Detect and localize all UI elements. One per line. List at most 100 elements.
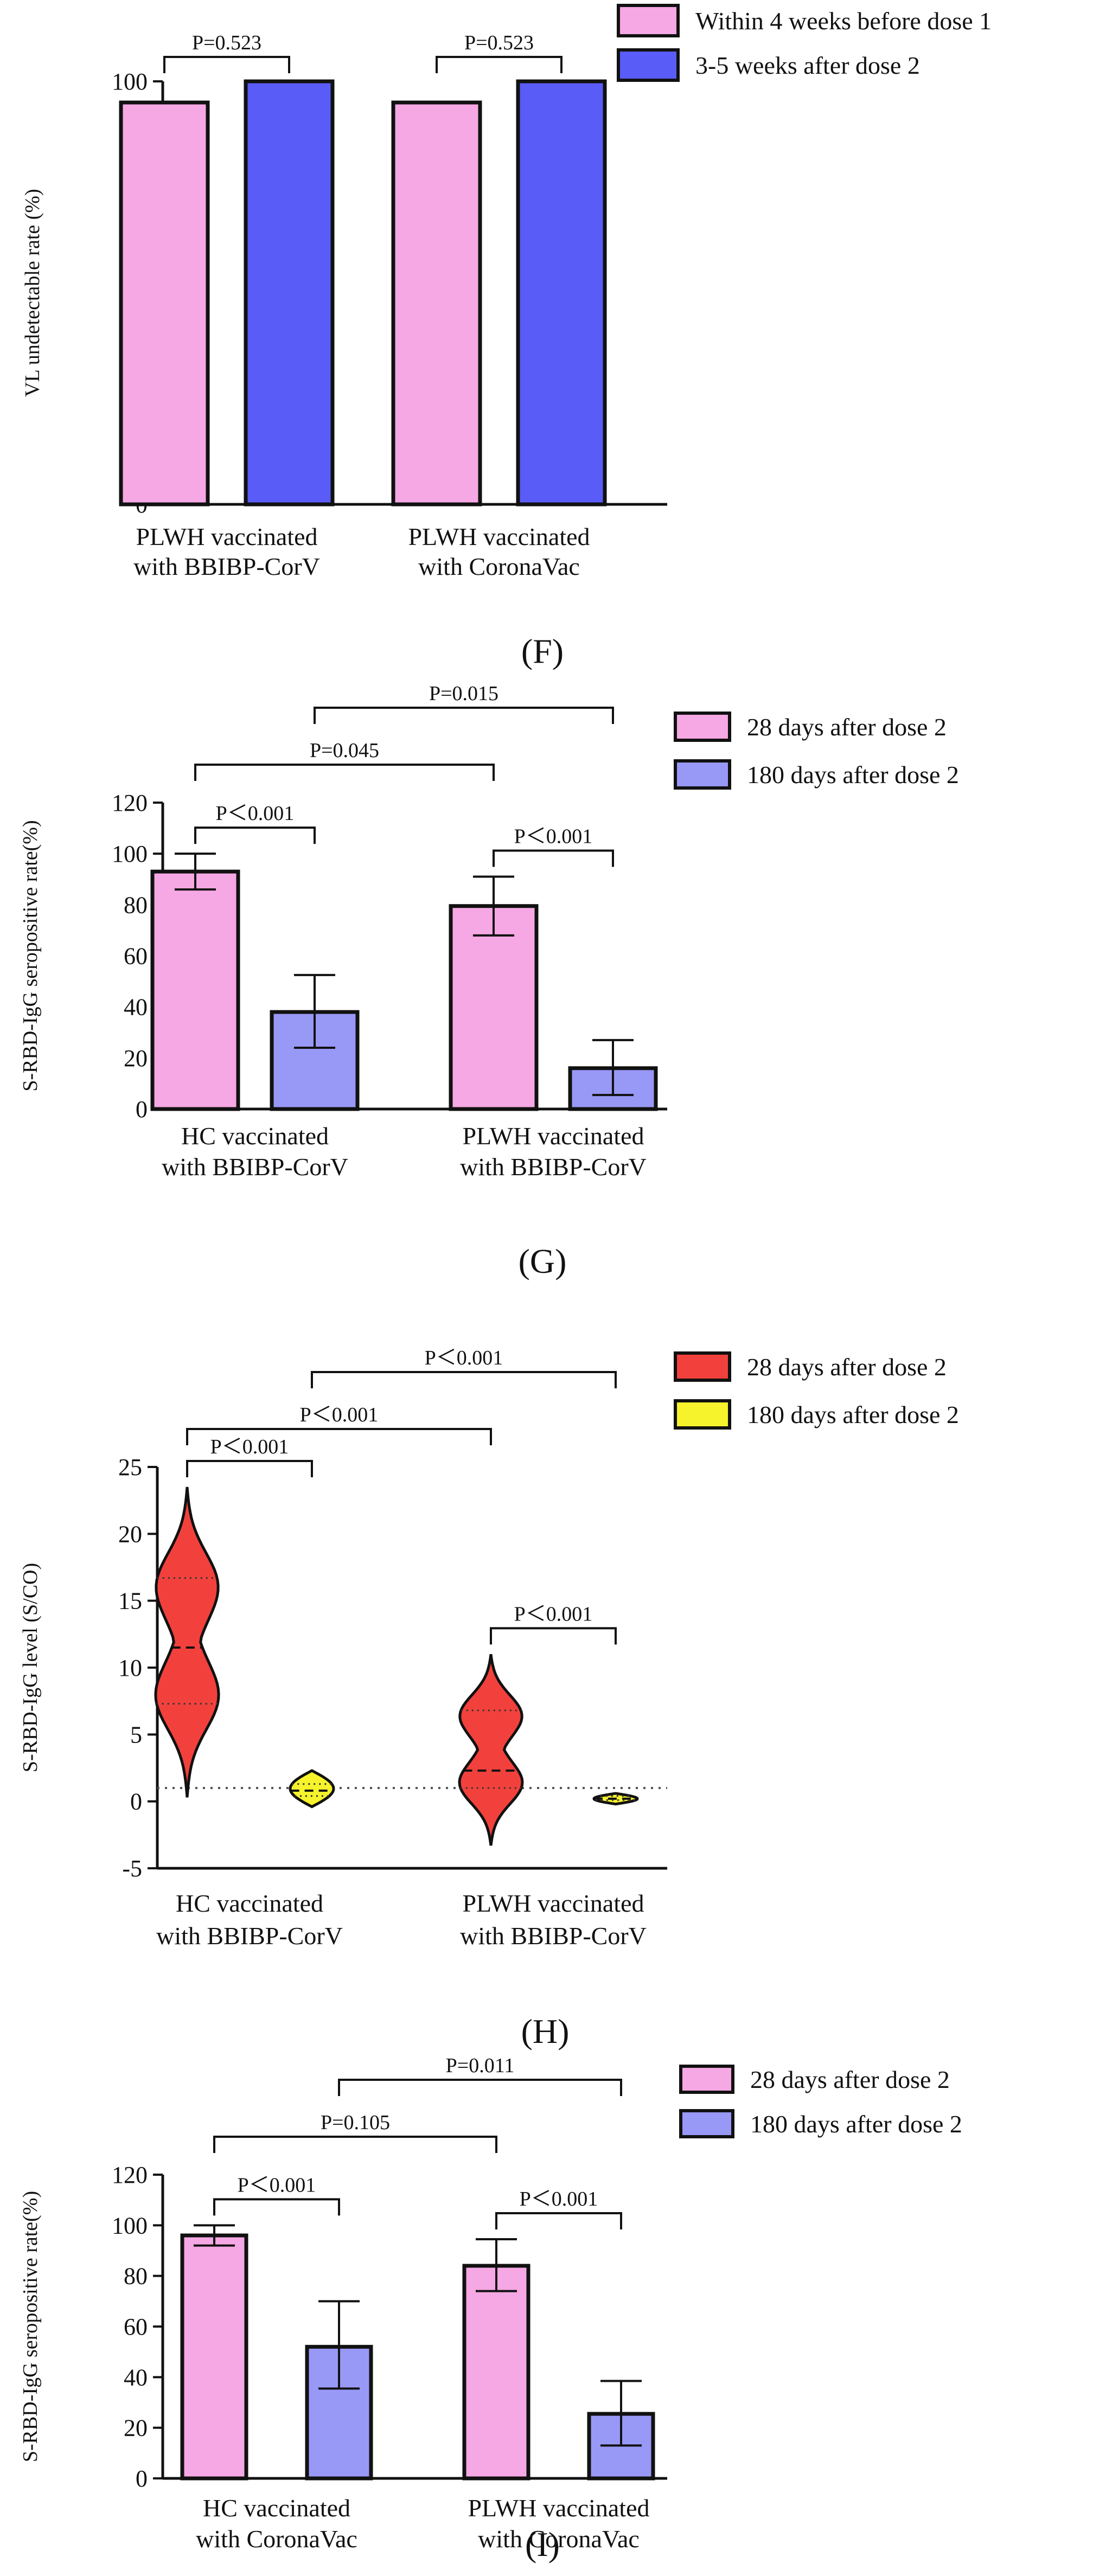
legend-entry: 28 days after dose 2 [679, 2065, 950, 2094]
bracket-line [194, 764, 495, 781]
y-tick-label: 60 [124, 943, 148, 970]
legend-swatch [674, 1399, 731, 1430]
legend-swatch [679, 2109, 734, 2138]
y-tick-label: 100 [112, 841, 148, 867]
chart-panel-f: 020406080100VL undetectable rate (%)PLWH… [21, 4, 992, 670]
x-category-label: with BBIBP-CorV [156, 1922, 343, 1950]
p-value-label: P=0.011 [446, 2054, 515, 2077]
error-bar [592, 1039, 634, 1097]
bar [449, 904, 539, 1111]
error-bar [194, 2224, 235, 2247]
x-category-label: with CoronaVac [196, 2525, 357, 2553]
bracket-line [163, 56, 290, 73]
y-tick-label: 20 [124, 1045, 148, 1072]
x-category-label: with CoronaVac [478, 2525, 640, 2553]
legend-label: 180 days after dose 2 [750, 2110, 962, 2138]
y-tick-label: 120 [112, 2162, 148, 2188]
bracket-line [338, 2079, 622, 2096]
bracket-line [186, 1428, 492, 1445]
bracket-line [493, 849, 614, 867]
bracket-line [490, 1627, 617, 1645]
x-category-label: PLWH vaccinated [462, 1122, 644, 1150]
panel-label: (I) [525, 2525, 560, 2564]
p-value-label: P=0.523 [192, 31, 261, 54]
significance-bracket: P＜0.001 [490, 1603, 617, 1645]
bar [119, 100, 210, 507]
y-axis-label: S-RBD-IgG seropositive rate(%) [19, 2191, 42, 2462]
significance-bracket: P＜0.001 [186, 1436, 313, 1477]
p-value-label: P＜0.001 [216, 802, 295, 825]
p-value-label: P＜0.001 [520, 2188, 598, 2210]
significance-bracket: P＜0.001 [311, 1347, 617, 1388]
error-bar [473, 875, 514, 937]
y-tick-label: 5 [130, 1721, 142, 1748]
chart-panel-i: 0 20 40 60 80 100 120 S-RBD-IgG seropositive ra… [19, 2054, 962, 2564]
bar [516, 79, 607, 507]
p-value-label: P=0.105 [321, 2111, 390, 2134]
violin-shape [289, 1769, 335, 1809]
significance-bracket: P＜0.001 [213, 2174, 340, 2216]
x-category-label: PLWH vaccinated [408, 523, 590, 550]
violin-shape [458, 1654, 524, 1846]
significance-bracket: P＜0.001 [495, 2188, 622, 2229]
y-tick-label: 40 [124, 2364, 148, 2391]
legend-label: Within 4 weeks before dose 1 [695, 7, 992, 35]
bracket-line [186, 1460, 313, 1477]
panel-label: (F) [521, 632, 564, 670]
y-tick-label: 80 [124, 892, 148, 918]
legend-swatch [674, 712, 731, 742]
legend-label: 180 days after dose 2 [747, 1401, 959, 1428]
y-tick-label: -5 [122, 1855, 142, 1882]
legend-swatch [617, 48, 680, 82]
x-category-label: PLWH vaccinated [462, 1889, 644, 1917]
error-bar [476, 2238, 517, 2292]
legend-label: 28 days after dose 2 [750, 2066, 950, 2093]
bracket-line [311, 1371, 617, 1388]
significance-bracket: P＜0.001 [194, 802, 316, 844]
error-bar [294, 973, 335, 1049]
y-tick-label: 15 [118, 1588, 142, 1614]
y-tick-label: 25 [118, 1454, 142, 1481]
bracket-line [314, 707, 614, 724]
y-tick-label: 10 [118, 1655, 142, 1681]
y-tick-label: 20 [124, 2415, 148, 2442]
x-category-label: with BBIBP-CorV [133, 553, 320, 580]
x-category-label: with BBIBP-CorV [460, 1922, 647, 1950]
p-value-label: P＜0.001 [425, 1347, 503, 1369]
x-category-label: with CoronaVac [418, 553, 580, 580]
chart-panel-g: 0 20 40 60 80 100 120 S-RBD-IgG seropositive ra… [19, 682, 959, 1280]
legend-swatch [674, 1351, 731, 1382]
legend-swatch [617, 4, 680, 37]
legend-swatch [679, 2065, 734, 2094]
significance-bracket: P=0.011 [338, 2054, 622, 2096]
bar [462, 2264, 530, 2481]
y-tick-label: 80 [124, 2263, 148, 2290]
legend-entry: 3-5 weeks after dose 2 [617, 48, 920, 82]
bracket-line [213, 2136, 497, 2153]
legend-entry: 180 days after dose 2 [679, 2109, 962, 2138]
x-category-label: with BBIBP-CorV [460, 1153, 647, 1181]
panel-label: (G) [519, 1242, 567, 1280]
bar [180, 2233, 248, 2481]
legend-entry: 28 days after dose 2 [674, 712, 947, 742]
legend-entry: Within 4 weeks before dose 1 [617, 4, 992, 37]
p-value-label: P＜0.001 [514, 1603, 593, 1625]
x-category-label: HC vaccinated [181, 1122, 329, 1150]
y-axis-label: S-RBD-IgG seropositive rate(%) [19, 820, 42, 1091]
p-value-label: P＜0.001 [210, 1436, 289, 1458]
bracket-line [213, 2198, 340, 2216]
p-value-label: P＜0.001 [514, 825, 593, 848]
error-bar [600, 2380, 642, 2447]
significance-bracket: P＜0.001 [186, 1404, 492, 1445]
legend-label: 180 days after dose 2 [747, 761, 959, 789]
bracket-line [495, 2212, 622, 2229]
legend-label: 28 days after dose 2 [747, 713, 947, 741]
legend-entry: 180 days after dose 2 [674, 759, 959, 790]
x-category-label: HC vaccinated [176, 1889, 323, 1917]
error-bar [175, 853, 216, 891]
y-axis-label: VL undetectable rate (%) [21, 189, 44, 397]
y-axis-label: S-RBD-IgG level (S/CO) [19, 1563, 42, 1772]
y-tick-label: 60 [124, 2314, 148, 2340]
significance-bracket: P=0.015 [314, 682, 614, 724]
